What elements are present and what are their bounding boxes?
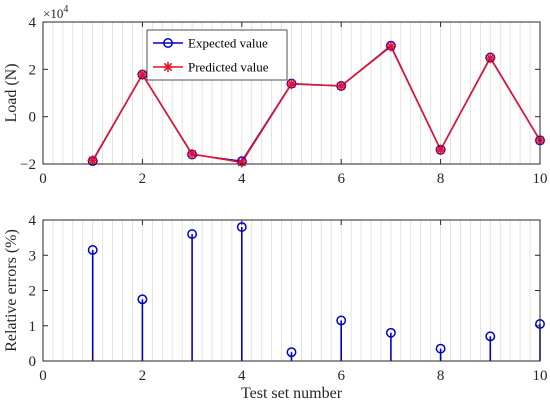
error-stem-marker xyxy=(187,229,198,240)
error-stem-marker xyxy=(87,245,98,255)
y-tick-label: 4 xyxy=(29,15,37,31)
x-tick-label: 4 xyxy=(238,368,246,384)
error-stem-marker xyxy=(435,343,446,354)
legend-item: Expected value xyxy=(153,36,268,51)
x-tick-label: 0 xyxy=(39,171,47,187)
marker-stroke xyxy=(88,156,97,165)
load-y-axis-label: Load (N) xyxy=(3,63,20,122)
marker-stroke xyxy=(486,53,495,62)
legend-marker xyxy=(163,38,173,48)
marker-stroke xyxy=(287,80,296,89)
predicted-marker xyxy=(87,155,98,166)
y-tick-label: 0 xyxy=(29,354,37,370)
error-stem-marker xyxy=(485,331,496,342)
legend: Expected value Predicted value xyxy=(146,29,288,81)
predicted-marker xyxy=(484,52,496,64)
error-stem-marker xyxy=(336,315,347,326)
marker-stroke xyxy=(386,42,395,51)
legend-label: Predicted value xyxy=(188,60,269,75)
x-tick-label: 10 xyxy=(533,368,548,384)
y-tick-label: 2 xyxy=(29,284,37,300)
predicted-marker xyxy=(162,61,174,73)
x-tick-label: 0 xyxy=(39,368,47,384)
load-series xyxy=(87,40,546,168)
load-grid xyxy=(52,22,531,164)
x-tick-label: 2 xyxy=(139,368,147,384)
y-exponent-label: ×104 xyxy=(43,4,68,21)
error-tick-labels: 0 2 4 6 8 10 0 1 2 3 4 xyxy=(29,213,548,384)
y-tick-label: −2 xyxy=(20,157,36,173)
predicted-marker xyxy=(236,157,248,168)
x-tick-label: 6 xyxy=(337,171,345,187)
marker-stroke xyxy=(436,145,445,154)
marker-stroke xyxy=(138,70,147,79)
predicted-marker xyxy=(335,80,347,92)
error-plot-frame xyxy=(42,219,541,362)
y-tick-label: 2 xyxy=(29,62,37,78)
predicted-marker xyxy=(137,69,148,80)
marker-stroke xyxy=(188,150,197,159)
legend-label: Expected value xyxy=(188,36,268,51)
predicted-marker xyxy=(385,41,397,52)
error-chart: 0 2 4 6 8 10 0 1 2 3 4 Relative errors (%) Test se… xyxy=(3,213,548,402)
predicted-marker xyxy=(435,144,446,156)
error-stems xyxy=(87,222,545,361)
y-tick-label: 1 xyxy=(29,319,37,335)
y-exponent-base: ×10 xyxy=(43,6,63,21)
marker-stroke xyxy=(164,62,172,71)
y-tick-label: 4 xyxy=(29,213,37,229)
x-axis-label: Test set number xyxy=(241,385,343,402)
error-grid xyxy=(52,220,531,361)
y-exponent-power: 4 xyxy=(63,4,68,15)
predicted-marker xyxy=(286,78,297,90)
x-tick-label: 8 xyxy=(437,368,445,384)
legend-item: Predicted value xyxy=(153,60,269,75)
x-tick-label: 8 xyxy=(437,171,445,187)
error-y-axis-label: Relative errors (%) xyxy=(3,229,20,352)
error-stem-marker xyxy=(385,327,396,338)
y-tick-label: 0 xyxy=(29,110,37,126)
predicted-value-line xyxy=(92,45,541,164)
error-stem-marker xyxy=(137,294,148,305)
load-plot-frame xyxy=(42,21,541,165)
y-tick-label: 3 xyxy=(29,248,37,264)
error-stem-marker xyxy=(236,222,247,233)
x-tick-label: 6 xyxy=(337,368,345,384)
error-stem-marker xyxy=(286,347,297,358)
x-tick-label: 2 xyxy=(139,171,147,187)
predicted-marker xyxy=(186,148,198,160)
marker-stroke xyxy=(337,81,346,90)
legend-box xyxy=(146,29,288,81)
x-tick-label: 10 xyxy=(533,171,548,187)
x-tick-label: 4 xyxy=(238,171,246,187)
